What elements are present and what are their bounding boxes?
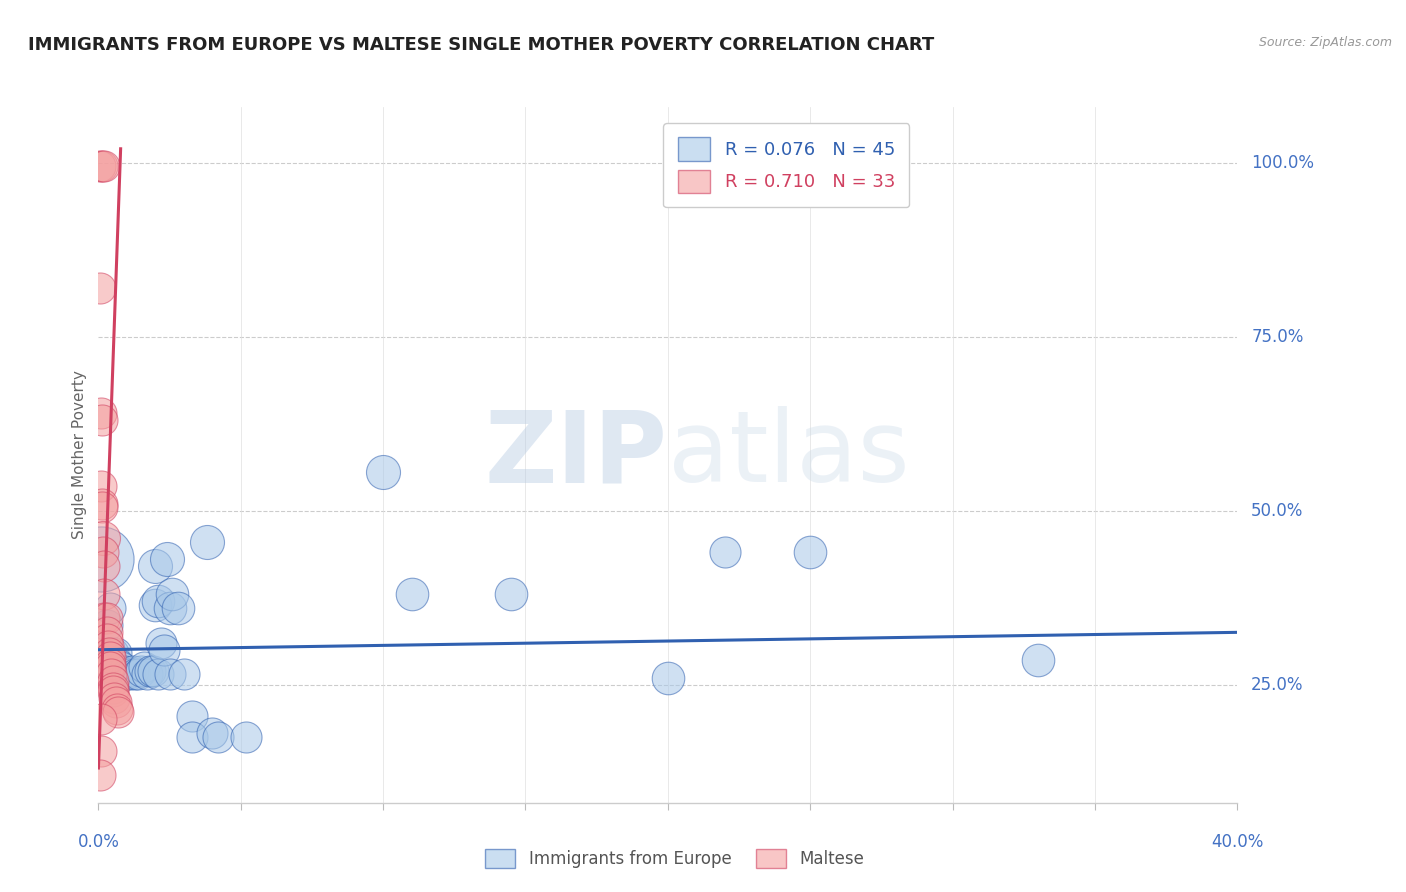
Point xyxy=(159,601,181,615)
Point xyxy=(112,664,135,678)
Text: 40.0%: 40.0% xyxy=(1211,833,1264,851)
Text: 25.0%: 25.0% xyxy=(1251,675,1303,693)
Point xyxy=(104,646,127,660)
Point xyxy=(96,632,118,647)
Point xyxy=(90,744,112,758)
Point xyxy=(93,611,115,625)
Point xyxy=(98,601,121,615)
Point xyxy=(124,667,146,681)
Point xyxy=(90,552,112,566)
Point xyxy=(235,730,257,744)
Point xyxy=(132,660,155,674)
Point xyxy=(96,611,118,625)
Point xyxy=(103,684,125,698)
Point xyxy=(138,664,160,678)
Point xyxy=(195,534,218,549)
Point xyxy=(103,691,125,706)
Point xyxy=(207,730,229,744)
Point xyxy=(181,730,204,744)
Point xyxy=(90,159,112,173)
Point xyxy=(93,559,115,574)
Point xyxy=(100,660,122,674)
Point xyxy=(121,664,143,678)
Point xyxy=(145,559,167,574)
Point xyxy=(173,667,195,681)
Text: 50.0%: 50.0% xyxy=(1251,501,1303,519)
Legend: R = 0.076   N = 45, R = 0.710   N = 33: R = 0.076 N = 45, R = 0.710 N = 33 xyxy=(664,123,910,207)
Point xyxy=(105,702,128,716)
Text: ZIP: ZIP xyxy=(485,407,668,503)
Point xyxy=(93,587,115,601)
Point xyxy=(98,646,121,660)
Point xyxy=(167,601,190,615)
Point xyxy=(90,479,112,493)
Point xyxy=(101,674,124,689)
Text: 0.0%: 0.0% xyxy=(77,833,120,851)
Point xyxy=(129,664,152,678)
Point xyxy=(104,695,127,709)
Point xyxy=(153,642,176,657)
Point xyxy=(101,646,124,660)
Point xyxy=(373,466,395,480)
Point xyxy=(98,646,121,660)
Point xyxy=(100,667,122,681)
Text: IMMIGRANTS FROM EUROPE VS MALTESE SINGLE MOTHER POVERTY CORRELATION CHART: IMMIGRANTS FROM EUROPE VS MALTESE SINGLE… xyxy=(28,36,935,54)
Point xyxy=(98,657,121,671)
Legend: Immigrants from Europe, Maltese: Immigrants from Europe, Maltese xyxy=(478,842,872,875)
Point xyxy=(159,667,181,681)
Text: 100.0%: 100.0% xyxy=(1251,153,1315,171)
Text: 75.0%: 75.0% xyxy=(1251,327,1303,345)
Point xyxy=(115,667,138,681)
Point xyxy=(91,500,114,514)
Text: Source: ZipAtlas.com: Source: ZipAtlas.com xyxy=(1258,36,1392,49)
Point xyxy=(118,667,141,681)
Point xyxy=(501,587,523,601)
Point xyxy=(714,545,737,559)
Point xyxy=(127,667,149,681)
Point xyxy=(156,552,179,566)
Point xyxy=(89,159,111,173)
Point xyxy=(201,726,224,740)
Point xyxy=(141,664,163,678)
Point xyxy=(107,657,129,671)
Point xyxy=(97,639,120,653)
Point xyxy=(145,598,167,612)
Point xyxy=(150,636,173,650)
Point xyxy=(162,587,184,601)
Point xyxy=(148,667,170,681)
Point xyxy=(101,681,124,695)
Point xyxy=(657,671,679,685)
Point xyxy=(96,618,118,632)
Text: atlas: atlas xyxy=(668,407,910,503)
Point xyxy=(90,712,112,726)
Point xyxy=(401,587,423,601)
Point xyxy=(90,413,112,427)
Point xyxy=(148,594,170,608)
Point xyxy=(181,708,204,723)
Point xyxy=(91,497,114,511)
Point xyxy=(93,159,115,173)
Point xyxy=(1026,653,1049,667)
Point xyxy=(91,545,114,559)
Point xyxy=(799,545,821,559)
Point xyxy=(89,768,111,782)
Point xyxy=(89,281,111,295)
Point xyxy=(96,625,118,640)
Y-axis label: Single Mother Poverty: Single Mother Poverty xyxy=(72,370,87,540)
Point xyxy=(91,532,114,546)
Point xyxy=(101,664,124,678)
Point xyxy=(90,406,112,420)
Point xyxy=(107,706,129,720)
Point xyxy=(135,667,157,681)
Point xyxy=(110,660,132,674)
Point xyxy=(98,649,121,664)
